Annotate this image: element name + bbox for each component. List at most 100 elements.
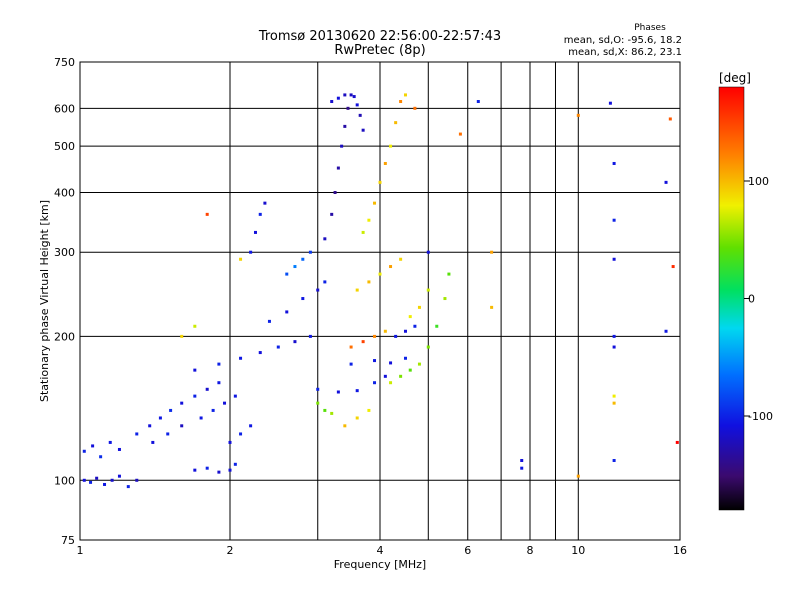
data-point-x — [323, 408, 327, 412]
data-point-o — [336, 390, 340, 394]
data-point-o — [664, 329, 668, 333]
data-point-o — [403, 356, 407, 360]
data-point-o — [193, 468, 197, 472]
data-point-x — [490, 250, 494, 254]
data-point-o — [308, 250, 312, 254]
chart-title: Tromsø 20130620 22:56:00-22:57:43 — [258, 29, 501, 44]
data-point-o — [373, 381, 377, 385]
data-point-o — [89, 480, 93, 484]
data-point-o — [135, 478, 139, 482]
data-point-x — [373, 201, 377, 205]
data-point-o — [151, 440, 155, 444]
data-point-o — [413, 324, 417, 328]
data-point-o — [193, 394, 197, 398]
data-point-x — [399, 100, 403, 104]
data-point-o — [103, 482, 107, 486]
data-point-o — [333, 190, 337, 194]
data-point-o — [110, 478, 114, 482]
data-point-x — [389, 381, 393, 385]
data-point-o — [358, 113, 362, 117]
data-point-x — [458, 132, 462, 136]
data-point-x — [180, 334, 184, 338]
y-tick-label: 300 — [54, 246, 75, 259]
data-point-o — [126, 485, 130, 489]
data-point-o — [239, 432, 243, 436]
data-point-o — [117, 447, 121, 451]
data-point-o — [355, 389, 359, 393]
x-tick-label: 8 — [527, 544, 534, 557]
data-point-o — [217, 362, 221, 366]
data-point-o — [323, 237, 327, 241]
data-point-x — [576, 474, 580, 478]
data-point-o — [308, 334, 312, 338]
data-point-o — [249, 250, 253, 254]
data-point-x — [399, 257, 403, 261]
data-point-o — [612, 257, 616, 261]
colorbar-gradient — [718, 86, 745, 511]
data-point-o — [211, 408, 215, 412]
data-point-o — [148, 424, 152, 428]
y-tick-label: 100 — [54, 474, 75, 487]
data-point-o — [249, 424, 253, 428]
data-point-o — [340, 144, 344, 148]
x-axis-label: Frequency [MHz] — [334, 558, 426, 571]
data-point-o — [383, 374, 387, 378]
data-point-o — [520, 458, 524, 462]
data-point-o — [361, 128, 365, 132]
data-point-x — [413, 106, 417, 110]
data-point-x — [349, 345, 353, 349]
data-point-x — [443, 297, 447, 301]
data-point-o — [316, 288, 320, 292]
data-point-x — [612, 401, 616, 405]
legend-title: Phases — [634, 23, 666, 33]
data-point-o — [193, 368, 197, 372]
data-point-x — [383, 161, 387, 165]
data-point-o — [403, 329, 407, 333]
data-point-x — [408, 368, 412, 372]
data-point-x — [367, 218, 371, 222]
chart-subtitle: RwPretec (8p) — [334, 43, 425, 58]
data-point-o — [664, 180, 668, 184]
data-point-o — [228, 440, 232, 444]
data-point-o — [267, 319, 271, 323]
y-tick-label: 750 — [54, 56, 75, 69]
data-point-x — [361, 340, 365, 344]
data-point-o — [285, 310, 289, 314]
data-point-o — [180, 401, 184, 405]
data-point-x — [612, 394, 616, 398]
data-point-o — [352, 95, 356, 99]
data-point-x — [367, 408, 371, 412]
data-point-x — [576, 113, 580, 117]
data-point-o — [330, 212, 334, 216]
data-point-o — [336, 96, 340, 100]
data-point-x — [389, 265, 393, 269]
data-point-x — [426, 288, 430, 292]
data-point-o — [217, 381, 221, 385]
data-point-o — [349, 362, 353, 366]
data-point-x — [355, 416, 359, 420]
data-point-x — [426, 345, 430, 349]
data-point-o — [228, 468, 232, 472]
data-point-o — [217, 470, 221, 474]
data-point-o — [612, 161, 616, 165]
y-tick-label: 400 — [54, 186, 75, 199]
legend: Phases mean, sd,O: -95.6, 18.2 mean, sd,… — [564, 23, 682, 58]
y-axis: 75 100 200 300 400 500 600 750 — [54, 56, 75, 547]
data-point-o — [293, 265, 297, 269]
data-point-o — [389, 361, 393, 365]
data-point-o — [612, 334, 616, 338]
colorbar-ticks: 100 0 -100 — [744, 175, 773, 423]
data-point-o — [612, 218, 616, 222]
x-tick-label: 2 — [227, 544, 234, 557]
data-point-o — [180, 424, 184, 428]
data-point-x — [490, 305, 494, 309]
data-point-x — [389, 144, 393, 148]
data-point-x — [367, 280, 371, 284]
data-point-o — [301, 257, 305, 261]
plot-frame — [79, 61, 681, 541]
data-point-x — [343, 424, 347, 428]
data-point-x — [399, 374, 403, 378]
data-point-o — [223, 401, 227, 405]
data-point-o — [343, 93, 347, 97]
data-point-x — [361, 230, 365, 234]
